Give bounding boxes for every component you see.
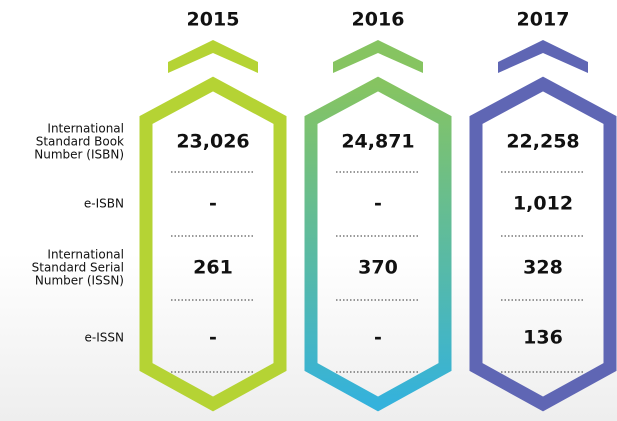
row-label: Standard Serial xyxy=(32,261,124,275)
cell-value: 370 xyxy=(358,257,398,279)
cell-value: 1,012 xyxy=(513,193,573,215)
cell-value: - xyxy=(209,327,217,349)
hexagon xyxy=(469,76,617,412)
chevron xyxy=(333,40,423,73)
chevron xyxy=(498,40,588,73)
cell-value: 328 xyxy=(523,257,563,279)
year-label: 2017 xyxy=(517,9,570,31)
cell-value: - xyxy=(374,327,382,349)
row-label: e-ISBN xyxy=(84,197,124,211)
year-label: 2016 xyxy=(352,9,405,31)
cell-value: - xyxy=(209,193,217,215)
year-label: 2015 xyxy=(187,9,240,31)
chevron xyxy=(168,40,258,73)
cell-value: 136 xyxy=(523,327,563,349)
row-label: International xyxy=(47,248,124,262)
row-label: International xyxy=(47,122,124,136)
cell-value: - xyxy=(374,193,382,215)
cell-value: 22,258 xyxy=(506,131,579,153)
cell-value: 23,026 xyxy=(176,131,249,153)
hexagon xyxy=(139,76,287,412)
hexagon xyxy=(304,76,452,412)
cell-value: 261 xyxy=(193,257,233,279)
row-label: Number (ISBN) xyxy=(34,148,124,162)
row-label: Number (ISSN) xyxy=(35,274,124,288)
row-label: e-ISSN xyxy=(85,331,124,345)
row-label: Standard Book xyxy=(36,135,124,149)
cell-value: 24,871 xyxy=(341,131,414,153)
